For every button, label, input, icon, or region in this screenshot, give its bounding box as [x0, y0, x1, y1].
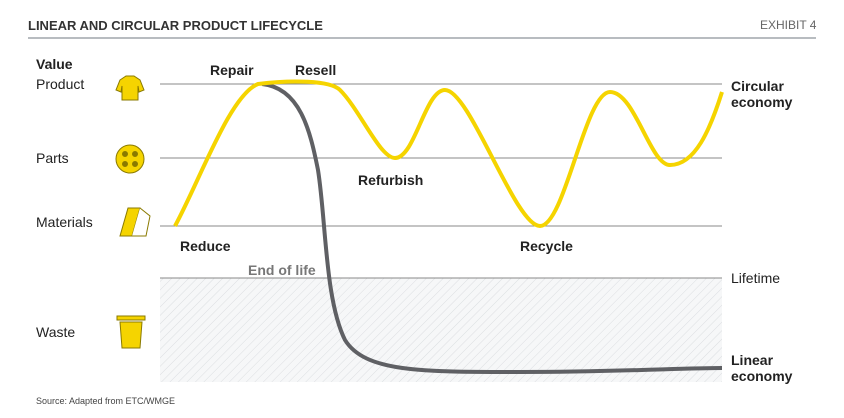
linear-curve [261, 82, 723, 375]
level-label: Materials [36, 214, 93, 230]
outcome-label: Circular economy [731, 78, 793, 110]
button-icon [115, 144, 145, 174]
level-label: Parts [36, 150, 69, 166]
circular-curve [173, 79, 724, 229]
outcome-label: Lifetime [731, 270, 781, 286]
exhibit: EXHIBIT 4 [760, 18, 817, 32]
bin-icon [119, 321, 143, 349]
value-heading: Value [36, 56, 73, 72]
source: Source: Adapted from ETC/WMGE [36, 396, 176, 406]
stage-label: Refurbish [358, 172, 424, 188]
level-label: Product [36, 76, 85, 92]
roll-sheet [132, 207, 151, 237]
level-label: Waste [36, 324, 76, 340]
waste-zone-tint [160, 278, 722, 382]
icons [115, 75, 151, 349]
bin-lid [116, 315, 146, 321]
stage-label: Repair [210, 62, 254, 78]
button-hole [122, 161, 128, 167]
stage-label: Recycle [520, 238, 573, 254]
outcome-label: Linear economy [731, 352, 793, 384]
button-hole [132, 161, 138, 167]
button-hole [122, 151, 128, 157]
shirt-icon [115, 75, 145, 101]
stage-label: Reduce [180, 238, 231, 254]
title: LINEAR AND CIRCULAR PRODUCT LIFECYCLE [28, 18, 323, 33]
stage-label: Resell [295, 62, 337, 78]
button-hole [132, 151, 138, 157]
stage-label: End of life [248, 262, 316, 278]
